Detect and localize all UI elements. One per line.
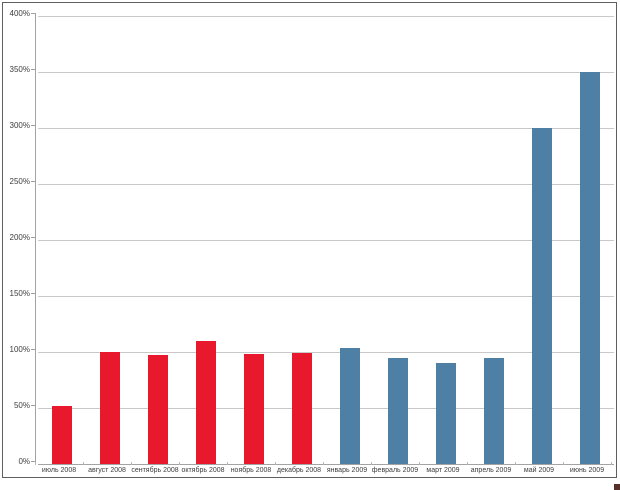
x-axis-tick — [467, 462, 468, 465]
chart-frame — [2, 2, 617, 478]
bar-май-2009 — [532, 128, 552, 464]
x-axis-label: январь 2009 — [326, 467, 368, 474]
gridline — [38, 407, 614, 409]
x-axis-tick — [35, 462, 36, 465]
bar-август-2008 — [100, 352, 120, 464]
x-axis-label: декабрь 2008 — [276, 467, 322, 474]
bar-декабрь-2008 — [292, 353, 312, 464]
x-axis-tick — [323, 462, 324, 465]
gridline — [38, 183, 614, 185]
y-axis-tick — [31, 404, 35, 406]
page-artifact-mark — [614, 484, 620, 490]
x-axis-tick — [275, 462, 276, 465]
x-axis-tick — [611, 462, 612, 465]
y-axis-label: 250% — [9, 176, 30, 186]
x-axis-label: май 2009 — [523, 467, 555, 474]
bar-июль-2008 — [52, 405, 72, 464]
y-axis-label: 100% — [9, 344, 30, 354]
x-axis-tick — [131, 462, 132, 465]
x-axis-tick — [179, 462, 180, 465]
gridline — [38, 239, 614, 241]
y-axis-label: 150% — [9, 288, 30, 298]
x-axis-tick — [419, 462, 420, 465]
x-axis-label: ноябрь 2008 — [230, 467, 272, 474]
x-axis-line — [38, 464, 614, 465]
x-axis-label: февраль 2009 — [371, 467, 419, 474]
y-axis-tick — [31, 68, 35, 70]
gridline — [38, 71, 614, 73]
y-axis-tick — [31, 236, 35, 238]
bar-апрель-2009 — [484, 357, 504, 464]
x-axis-label: июль 2008 — [41, 467, 77, 474]
gridline — [38, 295, 614, 297]
bar-февраль-2009 — [388, 357, 408, 464]
gridline — [38, 127, 614, 129]
bar-сентябрь-2008 — [148, 355, 168, 464]
y-axis-label: 300% — [9, 120, 30, 130]
x-axis-label: март 2009 — [426, 467, 460, 474]
y-axis-label: 50% — [13, 400, 30, 410]
gridline — [38, 15, 614, 17]
gridline — [38, 351, 614, 353]
bar-ноябрь-2008 — [244, 354, 264, 464]
x-axis-label: апрель 2009 — [470, 467, 512, 474]
y-axis-tick — [31, 124, 35, 126]
bar-июнь-2009 — [580, 72, 600, 464]
x-axis-tick — [371, 462, 372, 465]
y-axis-tick — [31, 348, 35, 350]
y-axis-line — [35, 13, 36, 462]
x-axis-label: август 2008 — [88, 467, 126, 474]
y-axis-tick — [31, 292, 35, 294]
x-axis-label: октябрь 2008 — [181, 467, 225, 474]
x-axis-tick — [515, 462, 516, 465]
y-axis-label: 400% — [9, 8, 30, 18]
x-axis-label: июнь 2009 — [569, 467, 605, 474]
y-axis-label: 350% — [9, 64, 30, 74]
y-axis-tick — [31, 12, 35, 14]
x-axis-label: сентябрь 2008 — [131, 467, 179, 474]
x-axis-tick — [227, 462, 228, 465]
x-axis-tick — [563, 462, 564, 465]
bar-март-2009 — [436, 363, 456, 464]
plot-area — [38, 15, 614, 465]
x-axis-tick — [83, 462, 84, 465]
bar-январь-2009 — [340, 347, 360, 464]
y-axis-label: 200% — [9, 232, 30, 242]
y-axis-tick — [31, 460, 35, 462]
bar-октябрь-2008 — [196, 340, 216, 464]
y-axis-label: 0% — [18, 456, 30, 466]
y-axis-tick — [31, 180, 35, 182]
